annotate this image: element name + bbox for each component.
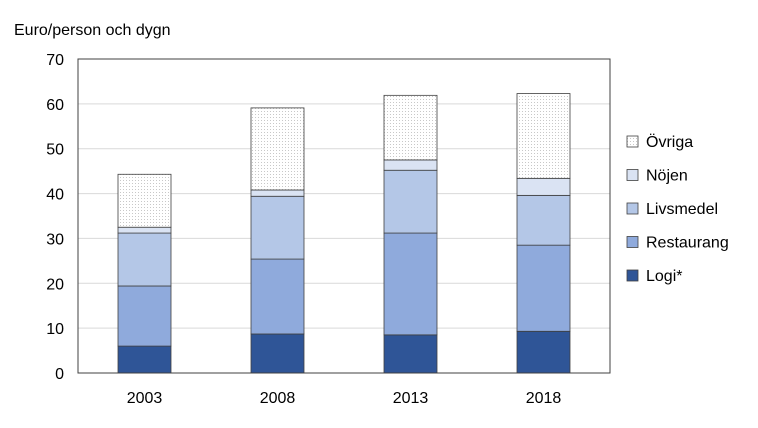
legend-item: Nöjen	[626, 168, 688, 185]
bar-segment-livsmedel	[516, 194, 571, 246]
x-tick-label: 2008	[260, 390, 296, 407]
legend-swatch	[626, 202, 639, 215]
bar-segment-nöjen	[117, 226, 172, 234]
x-tick-label: 2013	[393, 390, 429, 407]
x-tick-label: 2003	[127, 390, 163, 407]
y-tick-label: 70	[46, 52, 64, 69]
legend-item: Livsmedel	[626, 201, 718, 218]
bar-segment-restaurang	[383, 232, 438, 336]
legend-label: Nöjen	[646, 168, 688, 185]
bars	[117, 93, 571, 374]
axes	[77, 58, 611, 374]
bar-segment-restaurang	[117, 285, 172, 347]
legend-item: Logi*	[626, 268, 682, 285]
bar-segment-övriga	[383, 94, 438, 161]
bar-segment-livsmedel	[117, 232, 172, 287]
bar-segment-nöjen	[383, 159, 438, 171]
y-axis-title: Euro/person och dygn	[14, 22, 171, 39]
bar-segment-övriga	[117, 173, 172, 228]
x-tick-label: 2018	[526, 390, 562, 407]
legend-label: Restaurang	[646, 235, 729, 252]
legend-item: Restaurang	[626, 235, 729, 252]
bar-segment-logi	[383, 334, 438, 374]
legend-label: Livsmedel	[646, 201, 718, 218]
y-tick-label: 30	[46, 231, 64, 248]
bar-segment-logi	[117, 345, 172, 374]
y-tick-label: 50	[46, 142, 64, 159]
bar-segment-övriga	[516, 93, 571, 179]
y-tick-label: 10	[46, 321, 64, 338]
legend-label: Övriga	[646, 133, 693, 151]
legend: Övriga Nöjen Livsmedel Restaurang Logi*	[626, 133, 729, 285]
y-tick-label: 20	[46, 276, 64, 293]
bar-segment-logi	[250, 333, 305, 374]
tick-labels: 0 10 20 30 40 50 60 70 2003 2008 2013 2018	[46, 52, 561, 407]
bar-segment-nöjen	[250, 189, 305, 197]
legend-swatch	[626, 269, 639, 282]
bar-segment-restaurang	[250, 258, 305, 335]
bar-segment-restaurang	[516, 244, 571, 332]
legend-label: Logi*	[646, 268, 682, 285]
legend-swatch	[626, 135, 639, 148]
legend-item: Övriga	[626, 133, 693, 151]
bar-segment-livsmedel	[250, 195, 305, 260]
y-tick-label: 0	[55, 366, 64, 383]
y-tick-label: 40	[46, 187, 64, 204]
bar-segment-logi	[516, 330, 571, 374]
legend-swatch	[626, 169, 639, 181]
y-tick-label: 60	[46, 97, 64, 114]
bar-segment-nöjen	[516, 177, 571, 196]
bar-segment-övriga	[250, 107, 305, 191]
bar-segment-livsmedel	[383, 169, 438, 234]
legend-swatch	[626, 236, 639, 248]
plot-frame	[77, 58, 611, 374]
